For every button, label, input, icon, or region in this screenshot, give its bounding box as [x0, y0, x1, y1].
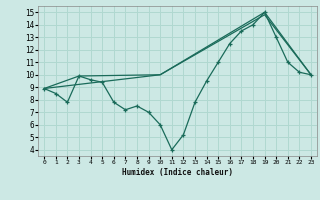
- X-axis label: Humidex (Indice chaleur): Humidex (Indice chaleur): [122, 168, 233, 177]
